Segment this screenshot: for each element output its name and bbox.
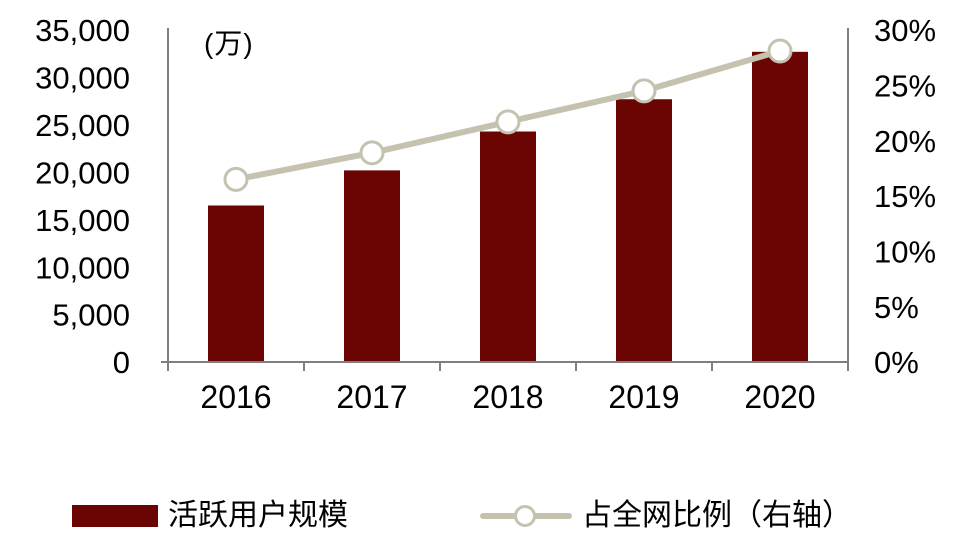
legend-label-ratio: 占全网比例（右轴） (582, 499, 852, 532)
x-axis-label-2018: 2018 (472, 379, 543, 415)
right-axis-tick-label: 30% (874, 13, 936, 48)
right-axis-tick-label: 20% (874, 124, 936, 159)
right-axis-tick-label: 10% (874, 234, 936, 269)
marker-2018 (495, 109, 521, 135)
bar-2019 (616, 99, 672, 362)
circle-marker-icon (514, 505, 536, 527)
axis-unit-label: (万) (204, 28, 254, 59)
marker-2020 (767, 38, 793, 64)
legend-label-active-users: 活跃用户规模 (168, 499, 348, 532)
marker-2017 (359, 140, 385, 166)
left-axis-tick-label: 35,000 (35, 13, 130, 48)
bar-2018 (480, 131, 536, 362)
x-axis-label-2017: 2017 (336, 379, 407, 415)
right-axis-tick-label: 15% (874, 179, 936, 214)
left-axis-tick-label: 25,000 (35, 108, 130, 143)
bar-2017 (344, 170, 400, 362)
left-axis-tick-label: 20,000 (35, 155, 130, 190)
bar-swatch (72, 505, 158, 527)
x-axis-label-2016: 2016 (200, 379, 271, 415)
bar-2016 (208, 205, 264, 362)
left-axis-tick-label: 15,000 (35, 203, 130, 238)
x-axis-label-2020: 2020 (744, 379, 815, 415)
right-axis-tick-label: 0% (874, 345, 919, 380)
right-axis-tick-label: 25% (874, 68, 936, 103)
legend: 活跃用户规模 占全网比例（右轴） (0, 496, 960, 540)
x-axis-label-2019: 2019 (608, 379, 679, 415)
legend-item-active-users: 活跃用户规模 (72, 496, 348, 536)
bar-2020 (752, 51, 808, 363)
left-axis-tick-label: 30,000 (35, 61, 130, 96)
left-axis-tick-label: 0 (113, 345, 130, 380)
left-axis-tick-label: 5,000 (52, 298, 130, 333)
right-axis-tick-label: 5% (874, 290, 919, 325)
marker-2019 (631, 78, 657, 104)
legend-item-ratio: 占全网比例（右轴） (480, 496, 852, 536)
marker-2016 (223, 166, 249, 192)
line-swatch (480, 505, 572, 527)
chart-canvas: 0 5,000 10,000 15,000 20,000 25,000 30,000 35,0… (35, 13, 936, 415)
left-axis-tick-label: 10,000 (35, 250, 130, 285)
